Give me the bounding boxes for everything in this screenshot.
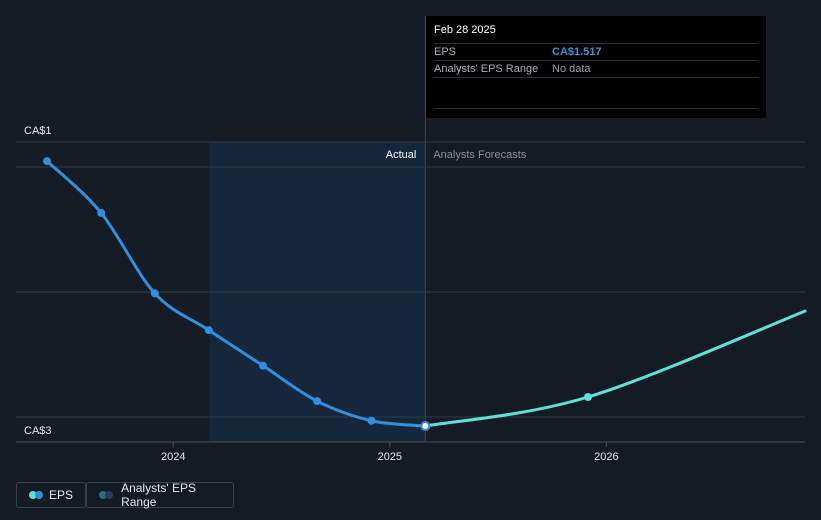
x-tick-label: 2026 (594, 451, 618, 463)
eps-point (43, 157, 51, 166)
eps-point (367, 416, 376, 425)
tooltip-range-label: Analysts' EPS Range (434, 63, 539, 75)
hover-tooltip: Feb 28 2025 EPS CA$1.517 Analysts' EPS R… (426, 16, 766, 118)
y-tick-label: CA$1 (24, 125, 52, 137)
y-tick-label: CA$3 (24, 425, 52, 437)
eps-forecast-line (423, 309, 807, 428)
legend-eps-label: EPS (48, 488, 73, 502)
tooltip-range-value: No data (552, 63, 591, 75)
x-tick-label: 2024 (161, 451, 185, 463)
eps-legend-icon (29, 491, 43, 499)
x-tick-label: 2025 (378, 451, 402, 463)
chart-labels: CA$1 CA$3 2024 2025 2026 Actual Analysts Forec… (24, 125, 619, 463)
legend-eps-button[interactable]: EPS (16, 482, 86, 508)
legend-range-label: Analysts' EPS Range (121, 481, 197, 509)
tooltip-row-range: Analysts' EPS Range No data (434, 61, 758, 78)
chart-gridlines (16, 16, 805, 443)
current-eps-point (420, 421, 431, 432)
eps-point (204, 326, 213, 335)
eps-point (258, 361, 267, 370)
forecast-label: Analysts Forecasts (433, 149, 526, 161)
tooltip-row-eps: EPS CA$1.517 (434, 44, 758, 61)
chart-lines (45, 159, 807, 428)
tooltip-eps-value: CA$1.517 (552, 46, 602, 58)
eps-point (150, 289, 159, 298)
tooltip-eps-label: EPS (434, 46, 457, 58)
tooltip-divider (434, 108, 758, 109)
forecast-point (583, 393, 592, 401)
tooltip-date: Feb 28 2025 (434, 24, 758, 44)
eps-point (313, 397, 322, 406)
eps-point (97, 208, 106, 217)
eps-actual-line (45, 159, 427, 428)
actual-label: Actual (386, 149, 417, 161)
range-legend-icon (99, 491, 113, 499)
chart-points (43, 157, 592, 432)
legend-range-button[interactable]: Analysts' EPS Range (86, 481, 234, 509)
